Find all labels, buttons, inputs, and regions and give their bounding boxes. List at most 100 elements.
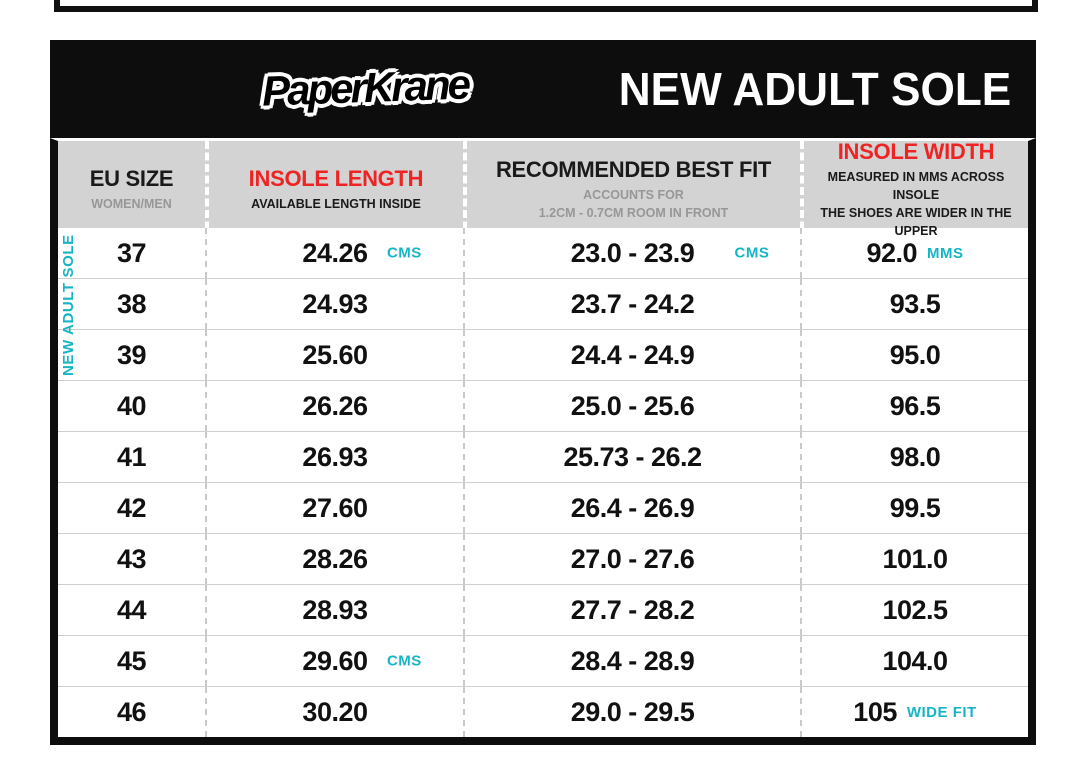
insole-width-value: 93.5 (889, 288, 941, 319)
insole-width-cell: 105 WIDE FIT (800, 687, 1028, 737)
insole-length-unit-label: CMS (386, 652, 422, 670)
insole-width-value: 105 (853, 696, 897, 727)
column-title: RECOMMENDED BEST FIT (495, 157, 772, 183)
table-row: 39 25.60 24.4 - 24.9 95.0 (58, 330, 1028, 381)
insole-width-value: 98.0 (889, 441, 941, 472)
column-subtitle: MEASURED IN MMS ACROSS INSOLE THE SHOES … (820, 170, 1012, 239)
eu-size-cell: 40 (58, 381, 205, 431)
insole-length-cell: 25.60 (204, 330, 463, 380)
column-header-recommended-best-fit: RECOMMENDED BEST FIT ACCOUNTS FOR 1.2CM … (462, 141, 800, 241)
best-fit-value: 27.7 - 28.2 (570, 594, 695, 625)
insole-width-value: 95.0 (889, 339, 941, 370)
insole-length-value: 28.93 (302, 594, 368, 625)
insole-length-value: 26.93 (302, 441, 368, 472)
best-fit-cell: 23.7 - 24.2 (462, 279, 800, 329)
insole-width-value: 104.0 (882, 645, 948, 676)
insole-length-cell: 26.93 (204, 432, 463, 482)
size-table: EU SIZE WOMEN/MEN INSOLE LENGTH AVAILABL… (50, 138, 1036, 745)
best-fit-cell: 23.0 - 23.9 CMS (462, 228, 800, 278)
best-fit-value: 27.0 - 27.6 (570, 543, 695, 574)
insole-width-value: 99.5 (889, 492, 941, 523)
insole-length-cell: 29.60 CMS (204, 636, 463, 686)
insole-length-cell: 27.60 (204, 483, 463, 533)
previous-card-bottom-edge (54, 0, 1038, 12)
column-title: INSOLE WIDTH (837, 139, 995, 164)
table-row: 40 26.26 25.0 - 25.6 96.5 (58, 381, 1028, 432)
column-subtitle: AVAILABLE LENGTH INSIDE (251, 197, 421, 212)
table-row: 41 26.93 25.73 - 26.2 98.0 (58, 432, 1028, 483)
eu-size-value: 40 (116, 390, 147, 421)
best-fit-cell: 24.4 - 24.9 (462, 330, 800, 380)
insole-length-cell: 24.93 (204, 279, 463, 329)
insole-length-cell: 26.26 (204, 381, 463, 431)
table-row: 44 28.93 27.7 - 28.2 102.5 (58, 585, 1028, 636)
insole-width-value: 96.5 (889, 390, 941, 421)
insole-width-cell: 92.0 MMS (800, 228, 1028, 278)
insole-width-cell: 99.5 (800, 483, 1028, 533)
eu-size-cell: 45 (58, 636, 205, 686)
table-row: 37 24.26 CMS 23.0 - 23.9 CMS 92.0 MMS (58, 228, 1028, 279)
column-header-eu-size: EU SIZE WOMEN/MEN (58, 141, 205, 241)
eu-size-cell: 46 (58, 687, 205, 737)
eu-size-cell: 38 (58, 279, 205, 329)
column-header-insole-width: INSOLE WIDTH MEASURED IN MMS ACROSS INSO… (800, 141, 1028, 241)
eu-size-value: 41 (116, 441, 147, 472)
best-fit-cell: 25.0 - 25.6 (462, 381, 800, 431)
insole-width-unit-label: WIDE FIT (906, 703, 977, 721)
insole-length-unit-label: CMS (386, 244, 422, 262)
best-fit-value: 25.0 - 25.6 (570, 390, 695, 421)
eu-size-value: 38 (116, 288, 147, 319)
best-fit-value: 23.0 - 23.9 (570, 237, 695, 268)
table-body: 37 24.26 CMS 23.0 - 23.9 CMS 92.0 MMS 38… (58, 228, 1028, 737)
best-fit-cell: 29.0 - 29.5 (462, 687, 800, 737)
best-fit-value: 25.73 - 26.2 (563, 441, 702, 472)
eu-size-value: 46 (116, 696, 147, 727)
eu-size-value: 45 (116, 645, 147, 676)
table-header-row: EU SIZE WOMEN/MEN INSOLE LENGTH AVAILABL… (58, 141, 1028, 241)
best-fit-value: 29.0 - 29.5 (570, 696, 695, 727)
insole-width-unit-label: MMS (927, 244, 964, 262)
insole-length-cell: 28.26 (204, 534, 463, 584)
column-title: EU SIZE (89, 166, 174, 192)
best-fit-value: 26.4 - 26.9 (570, 492, 695, 523)
insole-length-value: 24.93 (302, 288, 368, 319)
insole-length-value: 25.60 (302, 339, 368, 370)
eu-size-value: 43 (116, 543, 147, 574)
eu-size-cell: 39 (58, 330, 205, 380)
table-row: 46 30.20 29.0 - 29.5 105 WIDE FIT (58, 687, 1028, 737)
insole-width-value: 92.0 (866, 237, 918, 268)
table-row: 43 28.26 27.0 - 27.6 101.0 (58, 534, 1028, 585)
insole-length-value: 24.26 (302, 237, 368, 268)
insole-width-value: 102.5 (882, 594, 948, 625)
insole-width-cell: 95.0 (800, 330, 1028, 380)
table-row: 42 27.60 26.4 - 26.9 99.5 (58, 483, 1028, 534)
insole-width-cell: 104.0 (800, 636, 1028, 686)
card-title: NEW ADULT SOLE (618, 63, 1012, 115)
insole-width-cell: 98.0 (800, 432, 1028, 482)
best-fit-cell: 25.73 - 26.2 (462, 432, 800, 482)
paperkrane-logo: PaperKrane (261, 60, 469, 115)
insole-width-cell: 102.5 (800, 585, 1028, 635)
eu-size-value: 44 (116, 594, 147, 625)
insole-width-cell: 101.0 (800, 534, 1028, 584)
side-label-new-adult-sole: NEW ADULT SOLE (60, 234, 77, 376)
eu-size-cell: 41 (58, 432, 205, 482)
insole-length-value: 30.20 (302, 696, 368, 727)
new-adult-sole-card: PaperKrane NEW ADULT SOLE EU SIZE WOMEN/… (50, 40, 1036, 745)
insole-length-value: 26.26 (302, 390, 368, 421)
eu-size-value: 37 (116, 237, 147, 268)
eu-size-value: 39 (116, 339, 147, 370)
card-header: PaperKrane NEW ADULT SOLE (50, 40, 1036, 138)
insole-width-cell: 96.5 (800, 381, 1028, 431)
insole-width-value: 101.0 (882, 543, 948, 574)
insole-width-cell: 93.5 (800, 279, 1028, 329)
insole-length-value: 28.26 (302, 543, 368, 574)
eu-size-cell: 42 (58, 483, 205, 533)
column-header-insole-length: INSOLE LENGTH AVAILABLE LENGTH INSIDE (204, 141, 463, 241)
column-subtitle: WOMEN/MEN (91, 197, 172, 212)
best-fit-value: 23.7 - 24.2 (570, 288, 695, 319)
insole-length-cell: 28.93 (204, 585, 463, 635)
eu-size-cell: 44 (58, 585, 205, 635)
insole-length-value: 29.60 (302, 645, 368, 676)
insole-length-cell: 24.26 CMS (204, 228, 463, 278)
